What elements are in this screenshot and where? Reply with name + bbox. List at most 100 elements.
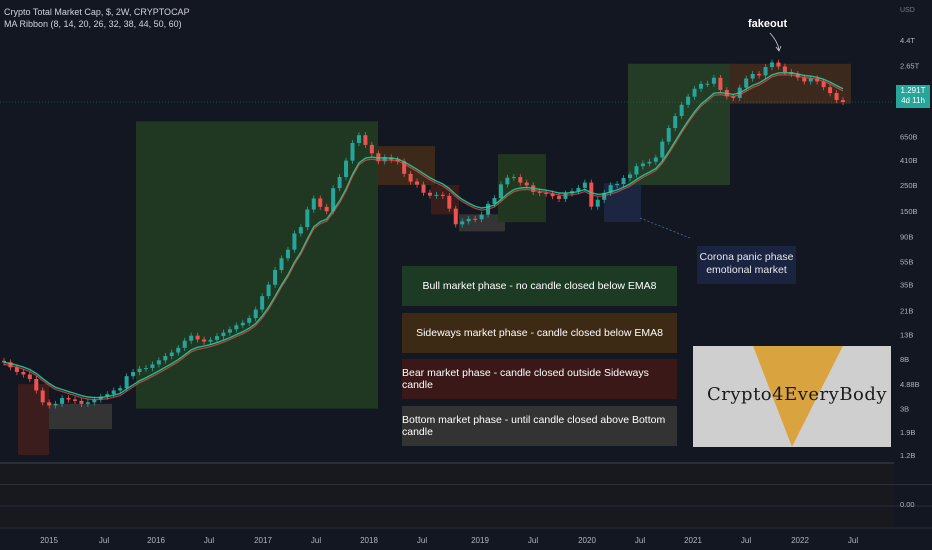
candle-body <box>234 325 239 330</box>
candle-body <box>466 218 471 222</box>
y-tick-label: 35B <box>900 280 913 289</box>
last-price-badge: 1.291T 4d 11h <box>896 85 930 108</box>
corona-connector <box>639 217 691 239</box>
candle-body <box>782 66 787 73</box>
x-tick-label: Jul <box>635 536 645 545</box>
last-price: 1.291T <box>900 86 926 95</box>
candle-body <box>331 188 336 212</box>
candle-body <box>415 181 420 185</box>
lower-pane-2 <box>0 485 894 505</box>
candle-body <box>195 335 200 340</box>
candle-body <box>666 128 671 142</box>
candle-body <box>686 96 691 105</box>
y-tick-label: 90B <box>900 233 913 242</box>
chart-title[interactable]: Crypto Total Market Cap, $, 2W, CRYPTOCA… <box>4 7 190 17</box>
candle-body <box>634 166 639 175</box>
candle-body <box>511 177 516 179</box>
countdown: 4d 11h <box>901 96 925 105</box>
sideways-legend-box: Sideways market phase - candle closed be… <box>402 313 677 353</box>
logo: Crypto4EveryBody <box>693 346 891 447</box>
x-tick-label: 2015 <box>40 536 58 545</box>
sideways-legend-text: Sideways market phase - candle closed be… <box>416 327 663 339</box>
phase-zone <box>628 63 730 186</box>
x-tick-label: 2022 <box>791 536 809 545</box>
candle-body <box>8 362 13 368</box>
y-tick-label: 150B <box>900 207 918 216</box>
y-tick-label: 1.2B <box>900 451 915 460</box>
fakeout-arrow <box>769 32 780 51</box>
y-tick-label: 4.4T <box>900 36 915 45</box>
y-tick-label: 410B <box>900 156 918 165</box>
candle-body <box>440 194 445 196</box>
candle-body <box>182 340 187 348</box>
candle-body <box>841 100 845 103</box>
y-tick-label: 4.88B <box>900 380 920 389</box>
candle-body <box>453 208 458 225</box>
candle-body <box>40 390 45 403</box>
x-tick-label: Jul <box>204 536 214 545</box>
candle-body <box>72 399 77 401</box>
lower-pane-1 <box>0 464 894 484</box>
x-tick-label: 2019 <box>471 536 489 545</box>
y-axis[interactable]: USD4.4T2.65T1.65T650B410B250B150B90B55B3… <box>894 0 932 550</box>
y-tick-label: 2.65T <box>900 62 920 71</box>
indicator-label[interactable]: MA Ribbon (8, 14, 20, 26, 32, 38, 44, 50… <box>4 19 182 29</box>
candle-body <box>718 77 723 90</box>
candle-body <box>408 173 413 182</box>
bottom-legend-text: Bottom market phase - until candle close… <box>402 414 666 438</box>
candle-body <box>679 104 684 117</box>
candle-body <box>770 62 775 68</box>
candle-body <box>176 347 181 353</box>
candle-body <box>427 192 432 196</box>
candle-body <box>202 339 207 342</box>
y-tick-label: 55B <box>900 258 913 267</box>
x-axis[interactable]: 2015 Jul 2016 Jul 2017 Jul 2018 Jul 2019 Jul 2020 J… <box>40 536 858 545</box>
x-tick-label: Jul <box>417 536 427 545</box>
candle-body <box>92 399 97 403</box>
candle-body <box>298 227 303 234</box>
logo-text: Crypto4EveryBody <box>707 384 888 405</box>
candle-body <box>240 322 245 326</box>
candle-body <box>363 135 368 145</box>
candle-body <box>498 184 503 199</box>
candle-body <box>615 184 620 186</box>
candle-body <box>21 371 26 375</box>
candle-body <box>802 77 807 82</box>
candle-body <box>595 199 600 207</box>
candle-body <box>653 157 658 162</box>
candle-body <box>557 196 562 199</box>
candle-body <box>105 394 110 397</box>
candle-body <box>53 403 58 406</box>
candle-body <box>834 93 839 101</box>
bear-legend-text: Bear market phase - candle closed outsid… <box>402 367 649 391</box>
annotation-arrows <box>639 32 782 239</box>
candle-body <box>214 336 219 340</box>
candle-body <box>34 378 39 391</box>
ema-ribbon <box>3 71 844 401</box>
candle-body <box>324 206 329 212</box>
candle-body <box>757 73 762 76</box>
y-tick-label: 21B <box>900 306 913 315</box>
x-tick-label: 2021 <box>684 536 702 545</box>
candle-body <box>402 161 407 174</box>
candle-body <box>273 269 278 285</box>
candle-body <box>356 135 361 143</box>
candle-body <box>576 187 581 192</box>
candle-body <box>434 194 439 196</box>
chart-header: Crypto Total Market Cap, $, 2W, CRYPTOCA… <box>4 6 190 30</box>
candle-body <box>156 360 161 365</box>
candle-body <box>447 195 452 209</box>
candle-body <box>821 81 826 88</box>
candle-body <box>582 182 587 188</box>
y-tick-label: 13B <box>900 331 913 340</box>
y-axis-currency: USD <box>900 7 915 14</box>
candle-body <box>221 332 226 337</box>
candle-body <box>247 318 252 323</box>
candle-body <box>421 184 426 193</box>
candle-body <box>227 329 232 333</box>
candle-body <box>621 178 626 185</box>
corona-note-line2: emotional market <box>706 264 787 276</box>
y-tick-label: 650B <box>900 133 918 142</box>
phase-zones <box>18 63 851 455</box>
